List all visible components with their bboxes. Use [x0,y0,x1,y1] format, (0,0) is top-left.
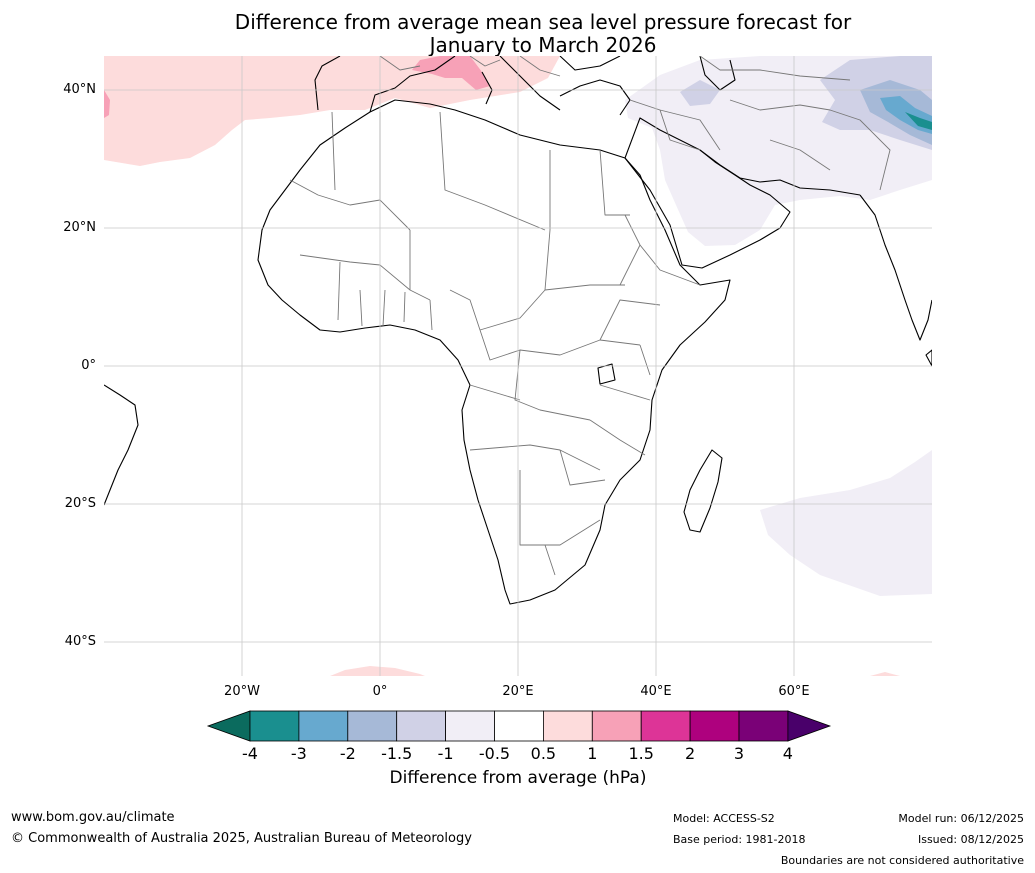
graticule [104,56,932,676]
map-title-line-1: Difference from average mean sea level p… [234,10,852,34]
colorbar-tick: -4 [242,744,258,763]
colorbar-tick: -0.5 [478,744,511,763]
middle-east-borders [629,56,891,191]
europe-borders [379,56,561,77]
colorbar-segment [249,710,300,742]
colorbar-segment [591,710,642,742]
colorbar-tick: 1.5 [628,744,654,763]
footer-url[interactable]: www.bom.gov.au/climate [11,810,175,825]
anomaly-region-tibet-core [905,112,932,130]
lon-label-20w: 20°W [224,684,260,699]
colorbar-tick: 2 [685,744,696,763]
colorbar-segment [689,710,740,742]
footer-model: Model: ACCESS-S2 [673,812,775,825]
lat-label-20n: 20°N [63,220,96,235]
africa-coastline [257,99,731,605]
lon-label-0: 0° [372,684,388,699]
colorbar-tick: 3 [733,744,745,763]
colorbar-tick: -2 [339,744,356,763]
footer-disclaimer: Boundaries are not considered authoritat… [780,854,1024,867]
colorbar-tick: -3 [290,744,307,763]
sri-lanka-coastline [925,349,932,367]
colorbar-label: Difference from average (hPa) [389,768,647,788]
lake-victoria [597,363,616,385]
lat-label-20s: 20°S [64,496,96,511]
colorbar-under-arrow [206,710,251,742]
colorbar-segment [445,710,495,742]
india-coastline [859,194,932,341]
central-africa-borders [469,284,661,421]
colorbar-tick: -1 [437,744,454,763]
black-sea-coastline [559,56,621,71]
footer-issued: Issued: 08/12/2025 [917,833,1024,846]
footer-copyright: © Commonwealth of Australia 2025, Austra… [11,831,472,846]
colorbar-tick: -1.5 [381,744,413,763]
madagascar-coastline [683,449,723,533]
lat-label-0: 0° [81,358,96,373]
colorbar-segment [347,710,398,742]
footer-model-run: Model run: 06/12/2025 [898,812,1024,825]
anomaly-region-italy [412,56,490,90]
colorbar-segment [298,710,349,742]
footer-base-period: Base period: 1981-2018 [673,833,806,846]
anomaly-region-south-indian-ocean [760,450,932,596]
anomaly-region-north-atlantic [104,56,560,166]
southern-africa-borders [469,444,606,576]
colorbar-segment [640,710,691,742]
forecast-map [104,56,932,676]
lat-label-40n: 40°N [63,82,96,97]
colorbar-tick: 1 [587,744,598,763]
lon-label-20e: 20°E [502,684,534,699]
lat-label-40s: 40°S [64,634,96,649]
anomaly-region-south-atlantic-edge [330,666,425,676]
persian-gulf-coastline [699,149,861,196]
map-title-line-2: January to March 2026 [429,33,657,57]
colorbar-over-arrow [787,710,832,742]
east-africa-borders [589,214,701,456]
lon-label-40e: 40°E [640,684,672,699]
lon-label-60e: 60°E [778,684,810,699]
colorbar-segment [396,710,447,742]
south-america-coastline [104,384,139,506]
colorbar-tick: 0.5 [530,744,557,763]
anomaly-region-southeast-corner [870,672,900,676]
anomaly-region-persia [680,80,720,106]
anomaly-region-west-edge [104,90,110,118]
arabia-coastline [624,117,791,269]
colorbar-tick: 4 [782,744,793,763]
colorbar-segment [494,710,544,742]
colorbar-segment [543,710,593,742]
colorbar-segment [738,710,789,742]
